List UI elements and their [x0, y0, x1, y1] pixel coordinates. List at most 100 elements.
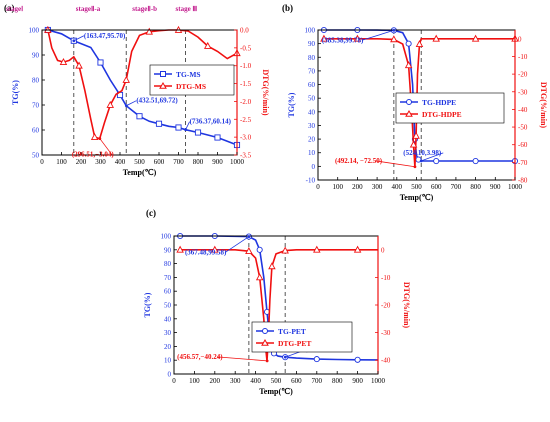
stage-label: stageⅡ-b: [132, 5, 157, 13]
panel-2: 0 100 200 300 400 500 600 700 800 900 100001020304…: [143, 208, 411, 396]
legend-marker: [262, 328, 268, 334]
y2-tick-label: -2.0: [240, 98, 252, 106]
data-point-dtg-pet: [281, 246, 289, 254]
data-point-dtg-hdpe: [404, 61, 413, 69]
y-tick-label: 90: [308, 40, 316, 48]
x-tick-label: 0: [316, 183, 320, 191]
y-tick-label: 50: [164, 302, 172, 310]
annotation-arrow: [421, 152, 444, 162]
y-tick-label: 60: [32, 127, 40, 135]
y2-axis-label: DTG(%/min): [539, 82, 548, 129]
legend-label: TG-MS: [176, 70, 201, 79]
data-point-tg-ms: [97, 59, 104, 66]
y-tick-label: 70: [308, 67, 316, 75]
y-tick-label: 60: [164, 288, 172, 296]
series-line-dtg-ms: [47, 29, 238, 140]
y2-tick-label: 0.0: [240, 27, 249, 35]
y2-tick-label: -30: [518, 88, 528, 96]
x-tick-label: 900: [352, 377, 363, 385]
y-axis-label: TG(%): [11, 80, 20, 105]
y-tick-label: 60: [308, 81, 316, 89]
annotation-label: (367.48,99.58): [185, 249, 227, 257]
y2-tick-label: -10: [381, 274, 391, 282]
x-tick-label: 300: [372, 183, 383, 191]
y2-tick-label: -3.0: [240, 134, 252, 142]
x-axis-label: Temp(℃): [259, 387, 293, 396]
legend-label: TG-HDPE: [422, 98, 456, 107]
y2-tick-label: -40: [381, 357, 391, 365]
panel-label: (a): [4, 3, 15, 13]
annotation-arrow: [361, 29, 395, 41]
data-point-tg-hdpe: [472, 157, 479, 165]
data-point-dtg-hdpe: [432, 34, 440, 42]
legend-marker: [406, 99, 412, 105]
data-point-tg-hdpe: [405, 40, 412, 47]
annotation-arrow: [73, 35, 85, 42]
y2-tick-label: -2.5: [240, 116, 252, 124]
y2-tick-label: -1.0: [240, 62, 252, 70]
y2-tick-label: -20: [518, 71, 528, 79]
data-point-dtg-pet: [353, 245, 362, 253]
y-tick-label: 10: [164, 357, 172, 365]
data-point-dtg-hdpe: [409, 140, 418, 148]
y2-tick-label: -60: [518, 141, 528, 149]
x-tick-label: 600: [154, 158, 165, 166]
annotation-arrowhead: [283, 355, 287, 359]
y2-tick-label: -50: [518, 124, 528, 132]
data-point-dtg-ms: [106, 100, 115, 108]
annotation-label: (385.38,99.78): [322, 36, 364, 44]
legend-marker: [160, 71, 166, 77]
data-point-dtg-hdpe: [412, 131, 420, 139]
data-point-dtg-hdpe: [390, 35, 398, 43]
stage-label: stageⅡ-a: [76, 5, 101, 13]
annotation-arrowhead: [247, 235, 251, 238]
x-tick-label: 500: [271, 377, 282, 385]
x-tick-label: 1000: [230, 158, 245, 166]
data-point-dtg-ms: [145, 27, 154, 35]
x-tick-label: 100: [189, 377, 200, 385]
annotation-arrow: [374, 160, 416, 168]
data-point-dtg-pet: [211, 245, 219, 253]
y2-tick-label: -20: [381, 302, 391, 310]
legend-label: DTG-HDPE: [422, 110, 462, 119]
data-point-tg-pet: [354, 356, 361, 363]
data-point-tg-ms: [136, 113, 143, 120]
y2-tick-label: -40: [518, 106, 528, 114]
legend-label: DTG-PET: [278, 339, 311, 348]
annotation-arrow: [126, 100, 137, 107]
x-tick-label: 200: [210, 377, 221, 385]
data-point-dtg-ms: [203, 41, 212, 49]
data-point-dtg-hdpe: [415, 39, 424, 47]
data-point-dtg-ms: [90, 132, 99, 140]
x-tick-label: 600: [431, 183, 442, 191]
legend-marker: [261, 338, 269, 346]
annotation-label: (432.51,69.72): [136, 97, 178, 105]
y-tick-label: 100: [305, 27, 316, 35]
y-tick-label: 80: [308, 54, 316, 62]
annotation-arrow: [99, 138, 113, 155]
y-tick-label: 90: [164, 246, 172, 254]
x-tick-label: 300: [95, 158, 106, 166]
data-point-tg-ms: [155, 120, 163, 127]
legend-label: DTG-MS: [176, 82, 206, 91]
data-point-dtg-pet: [268, 262, 276, 270]
y-tick-label: 0: [312, 163, 316, 171]
data-point-tg-ms: [214, 134, 221, 141]
y-tick-label: -10: [306, 177, 316, 185]
y-tick-label: 30: [308, 122, 316, 130]
data-point-dtg-ms: [122, 75, 130, 83]
data-point-tg-hdpe: [433, 157, 440, 165]
x-tick-label: 200: [352, 183, 363, 191]
y-tick-label: 70: [164, 274, 172, 282]
annotation-arrow: [217, 356, 268, 362]
annotation-arrowhead: [419, 159, 423, 163]
x-tick-label: 700: [451, 183, 462, 191]
data-point-dtg-hdpe: [353, 34, 362, 42]
annotation-label: (456.57,−40.24): [177, 353, 223, 361]
legend-marker: [405, 109, 413, 117]
data-point-tg-ms: [175, 124, 182, 131]
data-point-dtg-ms: [75, 61, 83, 69]
x-tick-label: 400: [115, 158, 126, 166]
x-tick-label: 0: [172, 377, 176, 385]
data-point-dtg-hdpe: [471, 34, 480, 42]
